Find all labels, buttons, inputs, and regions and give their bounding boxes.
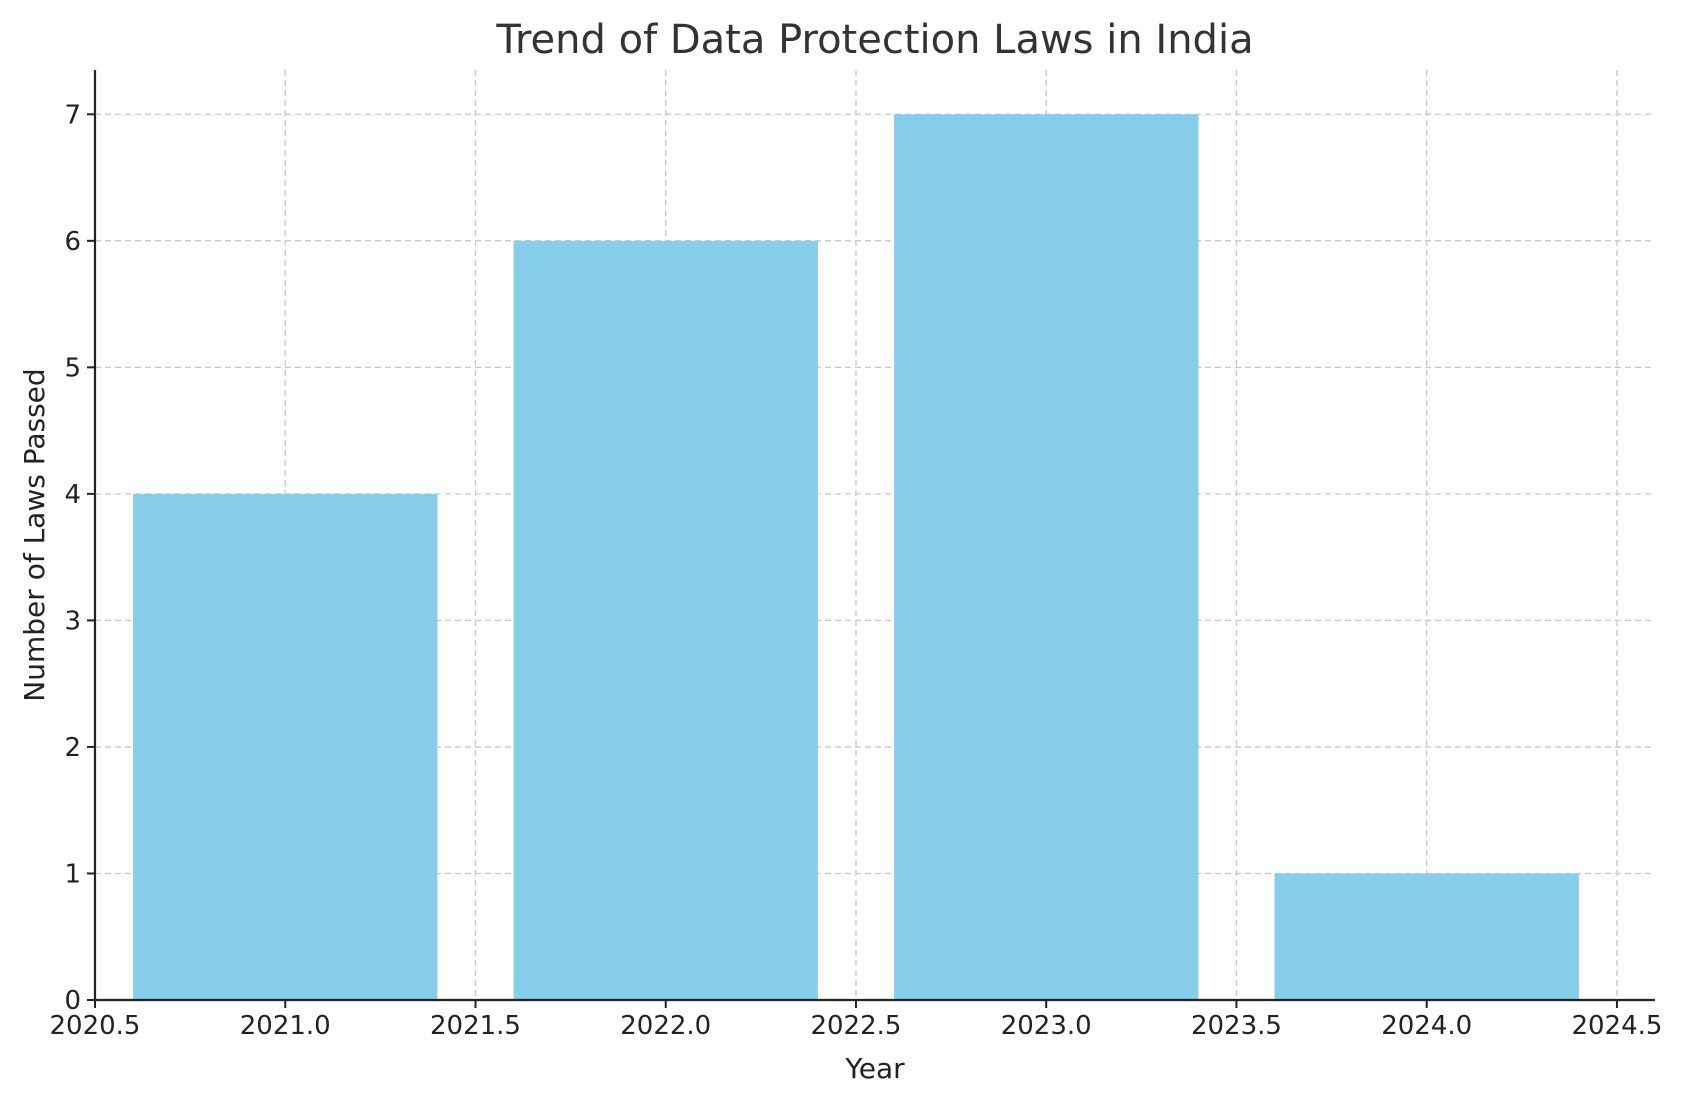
bar-2024 xyxy=(1274,873,1579,1000)
y-tick-label: 7 xyxy=(64,100,81,130)
chart-title: Trend of Data Protection Laws in India xyxy=(495,17,1253,63)
bar-2021 xyxy=(133,493,438,1000)
axes xyxy=(87,70,1655,1008)
x-tick-label: 2020.5 xyxy=(50,1011,141,1041)
bars xyxy=(133,114,1579,1001)
y-tick-label: 6 xyxy=(64,227,81,257)
y-tick-label: 0 xyxy=(64,986,81,1016)
x-tick-label: 2021.5 xyxy=(430,1011,521,1041)
x-tick-label: 2022.0 xyxy=(620,1011,711,1041)
bar-2023 xyxy=(894,114,1199,1001)
y-tick-label: 4 xyxy=(64,480,81,510)
x-tick-label: 2021.0 xyxy=(240,1011,331,1041)
tick-labels: 2020.5 2021.0 2021.5 2022.0 2022.5 2023.0 2023… xyxy=(50,100,1663,1041)
bar-2022 xyxy=(513,240,818,1000)
y-tick-label: 5 xyxy=(64,353,81,383)
x-tick-label: 2024.5 xyxy=(1571,1011,1662,1041)
y-tick-label: 1 xyxy=(64,859,81,889)
x-tick-label: 2023.0 xyxy=(1001,1011,1092,1041)
y-tick-label: 3 xyxy=(64,606,81,636)
y-tick-label: 2 xyxy=(64,733,81,763)
x-tick-label: 2022.5 xyxy=(810,1011,901,1041)
x-tick-label: 2024.0 xyxy=(1381,1011,1472,1041)
x-tick-label: 2023.5 xyxy=(1191,1011,1282,1041)
x-axis-title: Year xyxy=(844,1052,905,1085)
y-axis-title: Number of Laws Passed xyxy=(18,368,51,701)
